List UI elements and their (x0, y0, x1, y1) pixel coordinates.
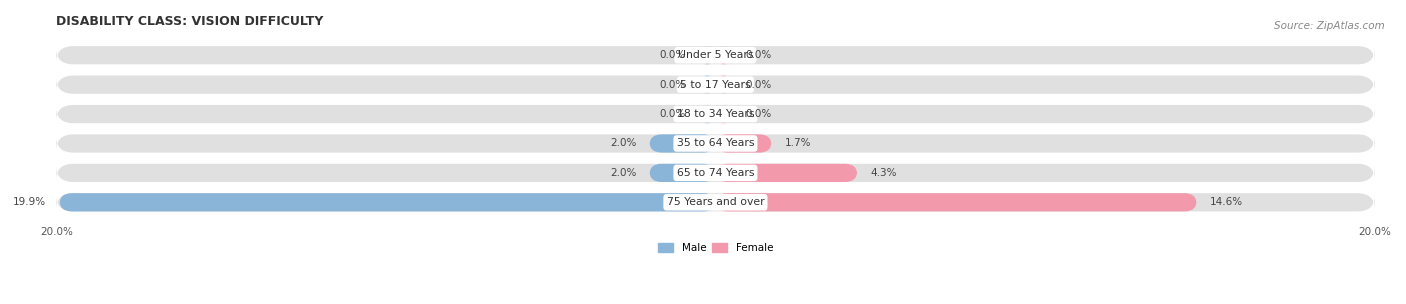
FancyBboxPatch shape (56, 193, 1375, 211)
FancyBboxPatch shape (56, 134, 1375, 153)
FancyBboxPatch shape (716, 134, 772, 153)
Text: Source: ZipAtlas.com: Source: ZipAtlas.com (1274, 21, 1385, 31)
FancyBboxPatch shape (56, 105, 1375, 123)
Text: 0.0%: 0.0% (745, 109, 772, 119)
Text: 2.0%: 2.0% (610, 168, 637, 178)
Text: 4.3%: 4.3% (870, 168, 897, 178)
FancyBboxPatch shape (59, 193, 716, 211)
Text: 0.0%: 0.0% (659, 50, 686, 60)
FancyBboxPatch shape (716, 164, 858, 182)
Text: 14.6%: 14.6% (1209, 197, 1243, 207)
Text: Under 5 Years: Under 5 Years (678, 50, 754, 60)
FancyBboxPatch shape (56, 75, 1375, 94)
Text: 0.0%: 0.0% (659, 109, 686, 119)
FancyBboxPatch shape (56, 164, 1375, 182)
FancyBboxPatch shape (650, 134, 716, 153)
FancyBboxPatch shape (56, 46, 1375, 64)
Legend: Male, Female: Male, Female (654, 239, 778, 257)
Text: 65 to 74 Years: 65 to 74 Years (676, 168, 754, 178)
Text: 1.7%: 1.7% (785, 139, 811, 148)
Text: 35 to 64 Years: 35 to 64 Years (676, 139, 754, 148)
FancyBboxPatch shape (716, 75, 733, 94)
Text: 19.9%: 19.9% (13, 197, 46, 207)
FancyBboxPatch shape (716, 193, 1197, 211)
FancyBboxPatch shape (650, 164, 716, 182)
Text: 0.0%: 0.0% (659, 80, 686, 90)
Text: 2.0%: 2.0% (610, 139, 637, 148)
Text: 75 Years and over: 75 Years and over (666, 197, 765, 207)
FancyBboxPatch shape (699, 46, 716, 64)
FancyBboxPatch shape (699, 105, 716, 123)
Text: DISABILITY CLASS: VISION DIFFICULTY: DISABILITY CLASS: VISION DIFFICULTY (56, 15, 323, 28)
FancyBboxPatch shape (716, 105, 733, 123)
Text: 5 to 17 Years: 5 to 17 Years (681, 80, 751, 90)
Text: 0.0%: 0.0% (745, 80, 772, 90)
FancyBboxPatch shape (699, 75, 716, 94)
Text: 0.0%: 0.0% (745, 50, 772, 60)
FancyBboxPatch shape (716, 46, 733, 64)
Text: 18 to 34 Years: 18 to 34 Years (676, 109, 754, 119)
